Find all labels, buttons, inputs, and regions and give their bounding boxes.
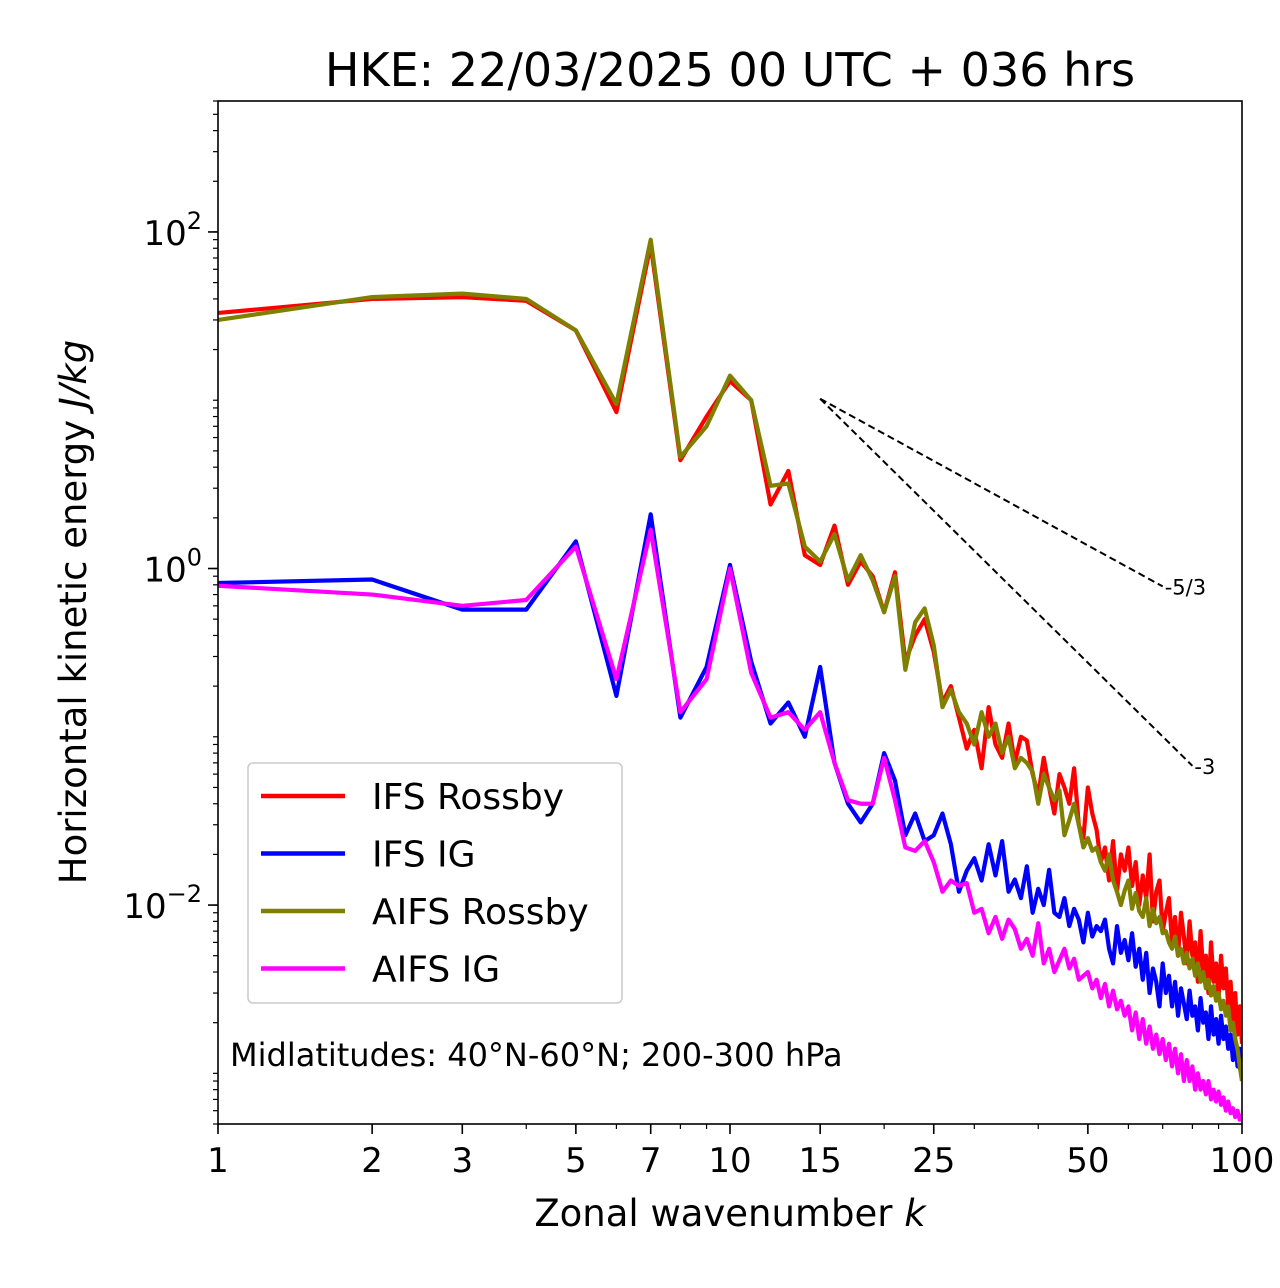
- x-axis-label-main: Zonal wavenumber: [534, 1192, 904, 1235]
- series-lines: [218, 237, 1242, 1122]
- x-tick-label: 5: [565, 1141, 587, 1181]
- x-tick-label: 7: [640, 1141, 662, 1181]
- series-line: [218, 512, 1242, 1074]
- x-tick-label: 25: [912, 1141, 955, 1181]
- region-annotation: Midlatitudes: 40°N-60°N; 200-300 hPa: [230, 1036, 843, 1074]
- reference-slope-label: -3: [1194, 755, 1215, 779]
- svg-text:Horizontal kinetic energy J/kg: Horizontal kinetic energy J/kg: [52, 340, 95, 884]
- x-tick-label: 3: [451, 1141, 473, 1181]
- legend-box: [247, 762, 623, 1004]
- legend-label: AIFS Rossby: [372, 892, 589, 933]
- reference-slope-label: -5/3: [1165, 575, 1206, 599]
- legend: IFS Rossby IFS IG AIFS Rossby AIFS IG: [247, 762, 623, 1004]
- tick-labels: 1 2 3 5 7 10 15 25 50 100 102 100 10−2: [123, 207, 1274, 1181]
- legend-label: AIFS IG: [372, 950, 500, 991]
- series-line: [218, 242, 1242, 1044]
- legend-label: IFS IG: [372, 835, 476, 876]
- x-tick-label: 50: [1066, 1141, 1109, 1181]
- chart-title: HKE: 22/03/2025 00 UTC + 036 hrs: [325, 43, 1135, 97]
- legend-entries: IFS Rossby IFS IG AIFS Rossby AIFS IG: [261, 777, 589, 991]
- x-tick-label: 100: [1210, 1141, 1275, 1181]
- y-axis-label: Horizontal kinetic energy J/kg: [52, 340, 95, 884]
- reference-slope-line: [819, 398, 1194, 767]
- y-axis-label-main: Horizontal kinetic energy: [52, 408, 95, 884]
- y-tick-label: 100: [143, 544, 202, 591]
- legend-label: IFS Rossby: [372, 777, 564, 818]
- plot-frame: [217, 100, 1243, 1125]
- axis-ticks: [208, 100, 1243, 1134]
- x-tick-label: 15: [799, 1141, 842, 1181]
- y-axis-label-unit: J/kg: [52, 340, 95, 415]
- series-line: [218, 237, 1242, 1082]
- y-tick-label: 102: [143, 207, 202, 254]
- reference-slope-line: [819, 397, 1164, 588]
- reference-slope-lines: -5/3 -3: [819, 397, 1215, 779]
- x-axis-label: Zonal wavenumber k: [534, 1192, 927, 1235]
- y-tick-label: 10−2: [123, 880, 202, 927]
- series-line: [218, 527, 1242, 1122]
- x-axis-label-symbol: k: [904, 1192, 927, 1235]
- x-tick-label: 1: [207, 1141, 229, 1181]
- x-tick-label: 10: [708, 1141, 751, 1181]
- x-tick-label: 2: [361, 1141, 383, 1181]
